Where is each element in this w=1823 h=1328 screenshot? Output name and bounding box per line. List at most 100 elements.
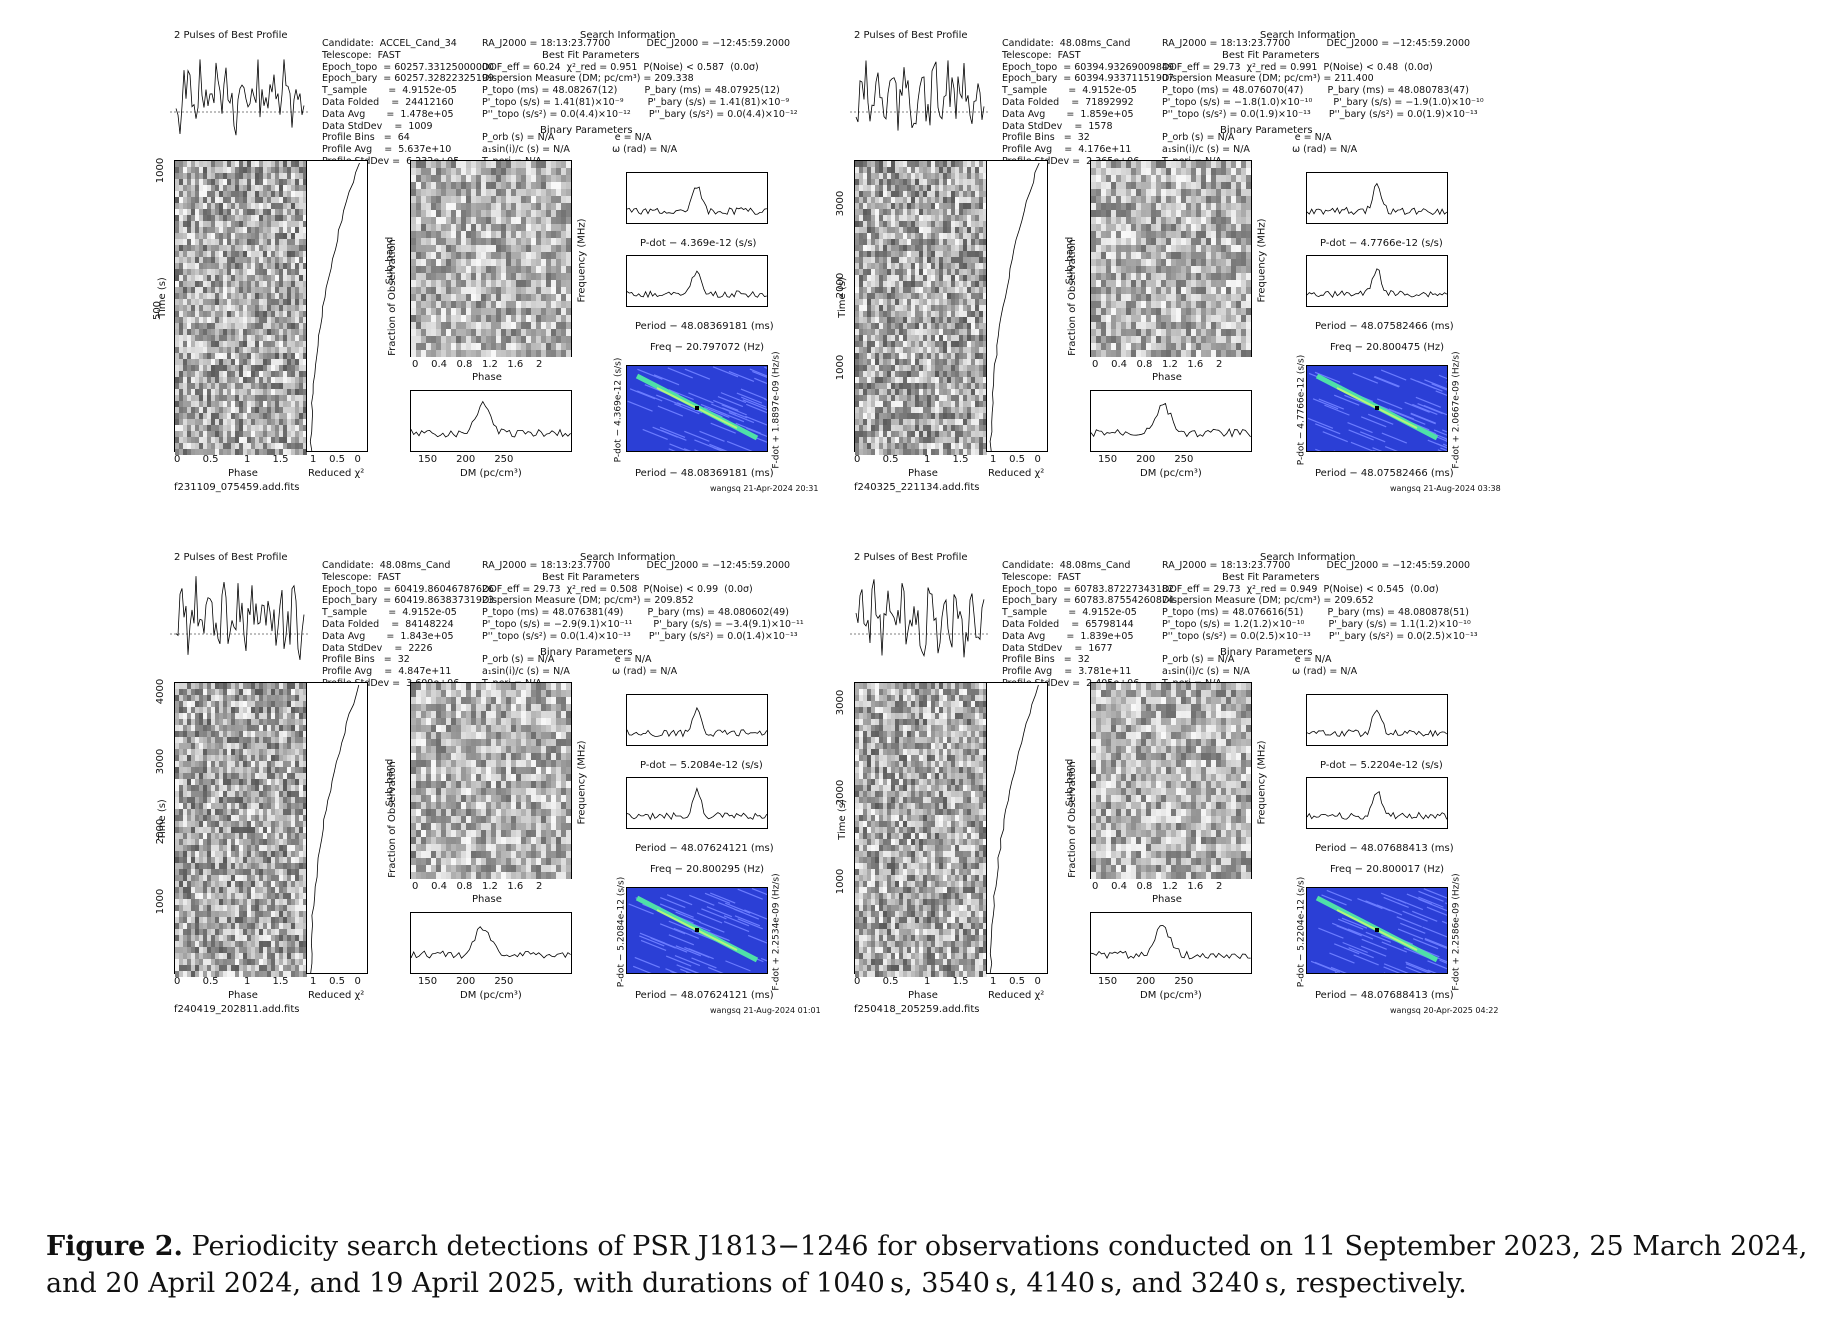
tp-cell — [867, 329, 871, 335]
tp-cell — [955, 185, 959, 191]
tp-cell — [891, 257, 895, 263]
tp-cell — [939, 365, 943, 371]
sb-cell — [416, 273, 421, 280]
tp-cell — [211, 359, 215, 365]
tp-cell — [271, 197, 275, 203]
tp-cell — [191, 227, 195, 233]
sb-cell — [1196, 280, 1201, 287]
tp-cell — [971, 251, 975, 257]
sb-cell — [456, 266, 461, 273]
tp-cell — [207, 215, 211, 221]
sb-cell — [1101, 189, 1106, 196]
tp-cell — [195, 191, 199, 197]
tp-cell — [867, 203, 871, 209]
tp-cell — [199, 359, 203, 365]
tp-cell — [295, 317, 299, 323]
sb-cell — [521, 252, 526, 259]
tp-cell — [303, 407, 307, 413]
tp-cell — [887, 245, 891, 251]
tp-cell — [867, 431, 871, 437]
sb-cell — [511, 175, 516, 182]
tp-cell — [891, 239, 895, 245]
tp-cell — [295, 359, 299, 365]
tp-cell — [883, 341, 887, 347]
tp-cell — [855, 335, 859, 341]
sb-cell — [431, 301, 436, 308]
tp-cell — [279, 353, 283, 359]
sb-cell — [526, 161, 531, 168]
tp-cell — [287, 203, 291, 209]
tp-cell — [859, 389, 863, 395]
tp-cell — [207, 449, 211, 455]
sb-cell — [471, 287, 476, 294]
tp-cell — [939, 425, 943, 431]
tp-cell — [895, 185, 899, 191]
tp-cell — [255, 239, 259, 245]
tp-cell — [275, 311, 279, 317]
tp-cell — [291, 293, 295, 299]
tp-cell — [931, 287, 935, 293]
sb-cell — [546, 301, 551, 308]
tp-cell — [255, 221, 259, 227]
sb-cell — [566, 315, 571, 322]
tp-cell — [179, 185, 183, 191]
tp-cell — [191, 251, 195, 257]
tp-cell — [879, 365, 883, 371]
tp-cell — [215, 233, 219, 239]
sb-cell — [426, 273, 431, 280]
tp-cell — [875, 251, 879, 257]
sb-cell — [456, 231, 461, 238]
ppdot-streak — [676, 402, 703, 414]
tp-cell — [959, 317, 963, 323]
tp-cell — [187, 329, 191, 335]
tp-cell — [927, 341, 931, 347]
tp-cell — [287, 161, 291, 167]
tp-cell — [187, 395, 191, 401]
tp-cell — [963, 179, 967, 185]
sb-cell — [1236, 231, 1241, 238]
sb-cell — [451, 315, 456, 322]
tp-cell — [863, 221, 867, 227]
sb-cell — [1101, 161, 1106, 168]
tp-cell — [251, 443, 255, 449]
tp-cell — [867, 239, 871, 245]
tp-cell — [907, 395, 911, 401]
tp-cell — [175, 401, 179, 407]
tp-cell — [267, 203, 271, 209]
sb-cell — [556, 266, 561, 273]
tp-cell — [183, 209, 187, 215]
sb-cell — [1141, 231, 1146, 238]
tp-cell — [935, 371, 939, 377]
tp-cell — [871, 275, 875, 281]
sb-cell — [1141, 315, 1146, 322]
sb-cell — [496, 350, 501, 357]
tp-cell — [931, 371, 935, 377]
sb-cell — [1241, 301, 1246, 308]
tp-cell — [891, 359, 895, 365]
sb-cell — [471, 329, 476, 336]
tp-cell — [271, 287, 275, 293]
sb-cell — [1216, 294, 1221, 301]
tp-cell — [899, 347, 903, 353]
tp-cell — [235, 371, 239, 377]
sb-cell — [1231, 245, 1236, 252]
sb-cell — [1221, 266, 1226, 273]
tp-cell — [875, 425, 879, 431]
tp-cell — [947, 215, 951, 221]
tp-cell — [275, 167, 279, 173]
tp-cell — [279, 335, 283, 341]
sb-cell — [421, 175, 426, 182]
sb-cell — [1106, 161, 1111, 168]
tp-cell — [279, 227, 283, 233]
tp-cell — [943, 383, 947, 389]
sb-cell — [541, 168, 546, 175]
sb-cell — [1111, 294, 1116, 301]
sb-cell — [551, 280, 556, 287]
sb-cell — [1171, 259, 1176, 266]
tp-cell — [915, 191, 919, 197]
tp-cell — [207, 161, 211, 167]
tp-cell — [915, 353, 919, 359]
tp-cell — [179, 197, 183, 203]
tp-cell — [251, 353, 255, 359]
sb-cell — [1216, 273, 1221, 280]
